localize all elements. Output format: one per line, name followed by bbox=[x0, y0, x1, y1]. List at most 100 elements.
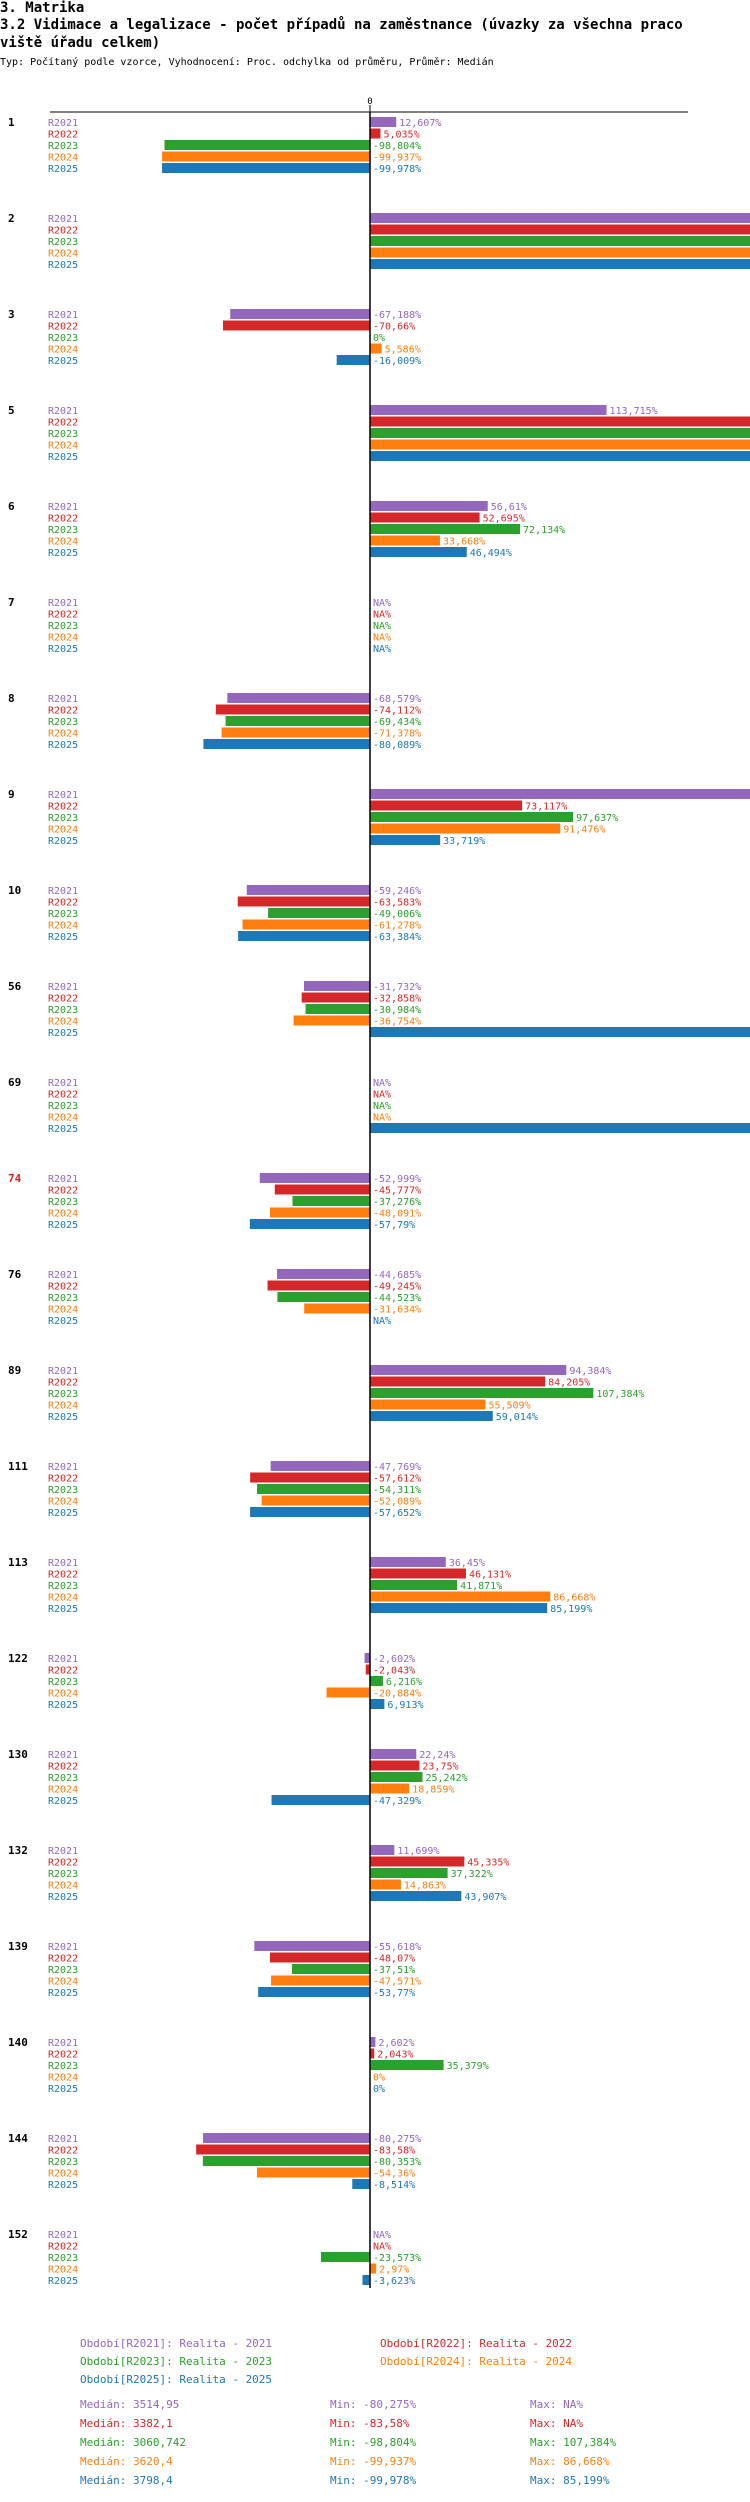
data-label: 107,384% bbox=[596, 1389, 644, 1400]
series-label: R2025 bbox=[48, 1508, 78, 1519]
data-label: -52,999% bbox=[373, 1174, 421, 1185]
series-label: R2025 bbox=[48, 1700, 78, 1711]
series-label: R2025 bbox=[48, 1028, 78, 1039]
data-label: -20,884% bbox=[373, 1689, 421, 1700]
series-label: R2021 bbox=[48, 1558, 78, 1569]
series-label: R2024 bbox=[48, 441, 78, 452]
bar bbox=[370, 1699, 385, 1709]
data-label: 6,913% bbox=[387, 1700, 423, 1711]
series-label: R2025 bbox=[48, 260, 78, 271]
series-label: R2022 bbox=[48, 1378, 78, 1389]
data-label: 22,24% bbox=[419, 1750, 455, 1761]
data-label: -52,089% bbox=[373, 1497, 421, 1508]
bar bbox=[370, 1879, 401, 1890]
bar bbox=[370, 405, 607, 415]
bar bbox=[370, 1411, 493, 1421]
series-label: R2022 bbox=[48, 898, 78, 909]
series-label: R2022 bbox=[48, 1762, 78, 1773]
series-label: R2025 bbox=[48, 644, 78, 655]
series-label: R2023 bbox=[48, 909, 78, 920]
bar bbox=[370, 835, 441, 845]
data-label: -54,311% bbox=[373, 1485, 421, 1496]
data-label: 14,863% bbox=[404, 1881, 446, 1892]
stat-median-r2024: Medián: 3620,4 bbox=[80, 2455, 173, 2468]
bar bbox=[242, 919, 370, 930]
data-label: -80,275% bbox=[373, 2134, 421, 2145]
series-label: R2023 bbox=[48, 1101, 78, 1112]
series-label: R2024 bbox=[48, 1881, 78, 1892]
data-label: 0% bbox=[373, 2073, 385, 2084]
stat-min-r2023: Min: -98,804% bbox=[330, 2436, 417, 2449]
series-label: R2025 bbox=[48, 1796, 78, 1807]
series-label: R2022 bbox=[48, 994, 78, 1005]
data-label: -44,685% bbox=[373, 1270, 421, 1281]
data-label: 72,134% bbox=[523, 525, 565, 536]
series-label: R2024 bbox=[48, 1209, 78, 1220]
bar bbox=[370, 2263, 377, 2274]
series-label: R2025 bbox=[48, 164, 78, 175]
series-label: R2024 bbox=[48, 633, 78, 644]
series-label: R2021 bbox=[48, 886, 78, 897]
bar bbox=[370, 2048, 375, 2059]
series-label: R2021 bbox=[48, 1846, 78, 1857]
data-label: 94,384% bbox=[569, 1366, 611, 1377]
group-label: 5 bbox=[8, 404, 15, 417]
series-label: R2021 bbox=[48, 1654, 78, 1665]
series-label: R2024 bbox=[48, 345, 78, 356]
group-label: 122 bbox=[8, 1652, 28, 1665]
group-label: 113 bbox=[8, 1556, 28, 1569]
series-label: R2023 bbox=[48, 141, 78, 152]
group-label: 139 bbox=[8, 1940, 28, 1953]
bar bbox=[370, 1591, 551, 1602]
data-label: -98,804% bbox=[373, 141, 421, 152]
bar bbox=[268, 908, 370, 918]
bar bbox=[250, 1507, 370, 1517]
series-label: R2021 bbox=[48, 2230, 78, 2241]
series-label: R2024 bbox=[48, 537, 78, 548]
series-label: R2022 bbox=[48, 1474, 78, 1485]
stat-min-r2022: Min: -83,58% bbox=[330, 2417, 410, 2430]
chart-title-line-1: 3.2 Vidimace a legalizace - počet případ… bbox=[0, 17, 683, 33]
data-label: -48,07% bbox=[373, 1954, 415, 1965]
data-label: -47,571% bbox=[373, 1977, 421, 1988]
data-label: -63,384% bbox=[373, 932, 421, 943]
stat-median-r2022: Medián: 3382,1 bbox=[80, 2417, 173, 2430]
series-label: R2021 bbox=[48, 310, 78, 321]
data-label: 0% bbox=[373, 333, 385, 344]
series-label: R2024 bbox=[48, 2169, 78, 2180]
data-label: NA% bbox=[373, 1090, 391, 1101]
data-label: NA% bbox=[373, 2242, 391, 2253]
data-label: 0% bbox=[373, 2084, 385, 2095]
data-label: NA% bbox=[373, 610, 391, 621]
data-label: -80,089% bbox=[373, 740, 421, 751]
group-label: 56 bbox=[8, 980, 22, 993]
series-label: R2023 bbox=[48, 621, 78, 632]
series-label: R2021 bbox=[48, 1078, 78, 1089]
series-label: R2024 bbox=[48, 2265, 78, 2276]
series-label: R2023 bbox=[48, 333, 78, 344]
group-label: 1 bbox=[8, 116, 15, 129]
stat-median-r2025: Medián: 3798,4 bbox=[80, 2474, 173, 2487]
series-label: R2025 bbox=[48, 1604, 78, 1615]
series-label: R2023 bbox=[48, 429, 78, 440]
group-label: 140 bbox=[8, 2036, 28, 2049]
series-label: R2022 bbox=[48, 418, 78, 429]
bar bbox=[370, 1580, 458, 1590]
bar bbox=[225, 716, 370, 726]
bar bbox=[370, 1868, 448, 1878]
stat-median-r2023: Medián: 3060,742 bbox=[80, 2436, 186, 2449]
data-label: 25,242% bbox=[426, 1773, 468, 1784]
bar bbox=[256, 2167, 370, 2178]
data-label: 85,199% bbox=[550, 1604, 592, 1615]
bar bbox=[238, 931, 370, 941]
data-label: NA% bbox=[373, 598, 391, 609]
series-label: R2024 bbox=[48, 249, 78, 260]
series-label: R2024 bbox=[48, 729, 78, 740]
bar bbox=[370, 512, 480, 523]
bar bbox=[365, 1664, 370, 1675]
bar bbox=[326, 1687, 370, 1698]
data-label: 55,509% bbox=[488, 1401, 530, 1412]
bar bbox=[223, 320, 370, 331]
data-label: -61,278% bbox=[373, 921, 421, 932]
bar bbox=[267, 1280, 370, 1291]
